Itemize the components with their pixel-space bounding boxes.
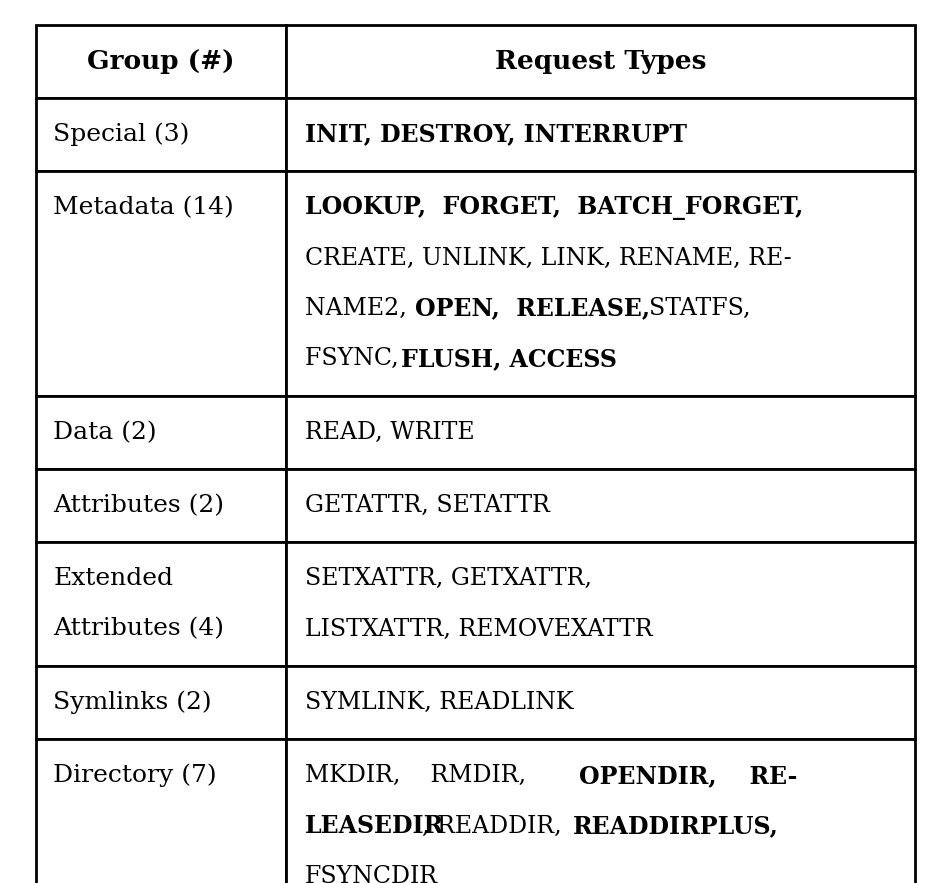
Text: Request Types: Request Types bbox=[495, 49, 706, 74]
Text: , READDIR,: , READDIR, bbox=[423, 814, 569, 838]
Bar bbox=[36, 542, 286, 666]
Text: Attributes (2): Attributes (2) bbox=[54, 494, 224, 517]
Bar bbox=[36, 98, 286, 171]
Text: Group (#): Group (#) bbox=[88, 49, 234, 74]
Text: LISTXATTR, REMOVEXATTR: LISTXATTR, REMOVEXATTR bbox=[305, 617, 653, 641]
Text: LOOKUP,  FORGET,  BATCH_FORGET,: LOOKUP, FORGET, BATCH_FORGET, bbox=[305, 196, 804, 220]
Bar bbox=[36, 666, 286, 739]
Text: STATFS,: STATFS, bbox=[634, 297, 751, 321]
Text: Symlinks (2): Symlinks (2) bbox=[54, 691, 212, 714]
Text: FSYNCDIR: FSYNCDIR bbox=[305, 864, 439, 883]
Bar bbox=[286, 171, 915, 396]
Text: Attributes (4): Attributes (4) bbox=[54, 617, 224, 641]
Text: FLUSH, ACCESS: FLUSH, ACCESS bbox=[401, 347, 617, 371]
Text: Extended: Extended bbox=[54, 567, 173, 591]
Bar bbox=[36, 171, 286, 396]
Text: LEASEDIR: LEASEDIR bbox=[305, 814, 444, 838]
Bar bbox=[36, 25, 286, 98]
Text: Directory (7): Directory (7) bbox=[54, 764, 217, 788]
Text: GETATTR, SETATTR: GETATTR, SETATTR bbox=[305, 494, 550, 517]
Bar bbox=[286, 98, 915, 171]
Text: OPENDIR,    RE-: OPENDIR, RE- bbox=[579, 764, 797, 788]
Text: Special (3): Special (3) bbox=[54, 123, 190, 147]
Bar bbox=[286, 666, 915, 739]
Text: MKDIR,    RMDIR,: MKDIR, RMDIR, bbox=[305, 764, 556, 788]
Text: Metadata (14): Metadata (14) bbox=[54, 196, 234, 220]
Bar bbox=[286, 469, 915, 542]
Text: INIT, DESTROY, INTERRUPT: INIT, DESTROY, INTERRUPT bbox=[305, 123, 687, 147]
Text: FSYNC,: FSYNC, bbox=[305, 347, 407, 371]
Text: OPEN,  RELEASE,: OPEN, RELEASE, bbox=[415, 297, 649, 321]
Bar bbox=[36, 396, 286, 469]
Text: CREATE, UNLINK, LINK, RENAME, RE-: CREATE, UNLINK, LINK, RENAME, RE- bbox=[305, 246, 791, 270]
Text: Data (2): Data (2) bbox=[54, 420, 157, 444]
Bar bbox=[286, 542, 915, 666]
Text: READDIRPLUS,: READDIRPLUS, bbox=[573, 814, 778, 838]
Text: READ, WRITE: READ, WRITE bbox=[305, 420, 474, 444]
Bar bbox=[36, 739, 286, 883]
Bar bbox=[286, 25, 915, 98]
Text: SYMLINK, READLINK: SYMLINK, READLINK bbox=[305, 691, 574, 714]
Text: SETXATTR, GETXATTR,: SETXATTR, GETXATTR, bbox=[305, 567, 592, 591]
Bar bbox=[286, 396, 915, 469]
Bar bbox=[286, 739, 915, 883]
Bar bbox=[36, 469, 286, 542]
Text: NAME2,: NAME2, bbox=[305, 297, 422, 321]
